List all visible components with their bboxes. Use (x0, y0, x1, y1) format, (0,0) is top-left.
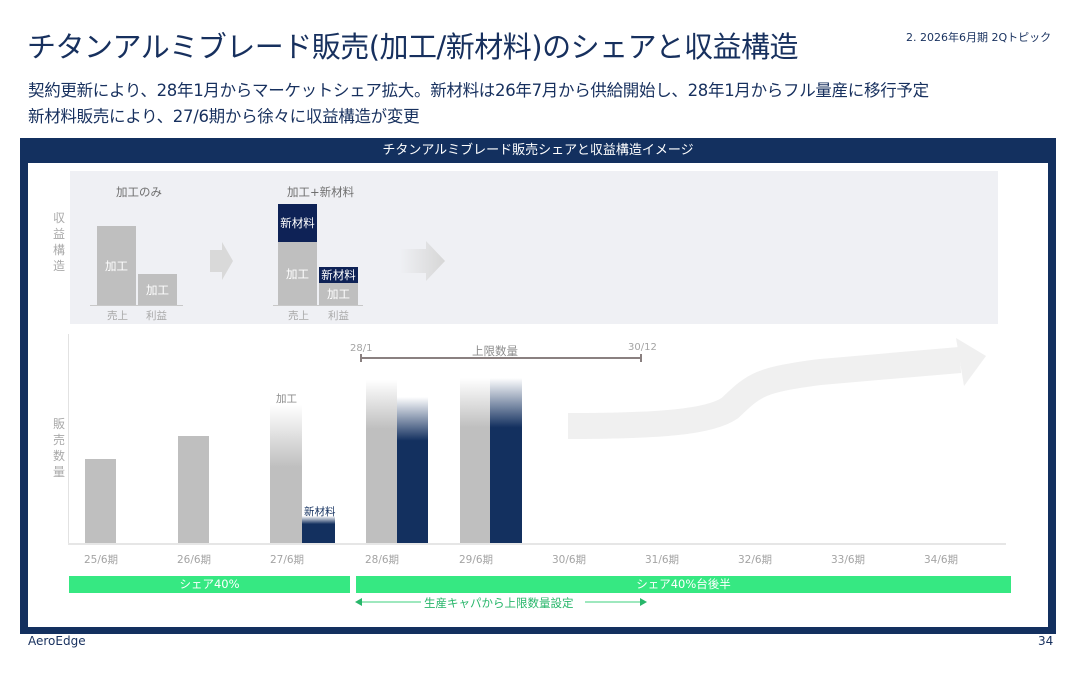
x-label: 26/6期 (176, 554, 212, 566)
bar-label-sales: 売上 (107, 310, 128, 322)
range-label: 上限数量 (472, 344, 518, 358)
x-label: 31/6期 (644, 554, 680, 566)
range-start-label: 28/1 (350, 343, 373, 354)
range-line (361, 357, 642, 359)
x-label: 33/6期 (830, 554, 866, 566)
bar-profit-processing: 加工 (138, 274, 177, 305)
frame-title: チタンアルミブレード販売シェアと収益構造イメージ (382, 143, 694, 158)
x-label: 28/6期 (364, 554, 400, 566)
bar-sales-processing-2: 加工 (278, 242, 317, 305)
segment-label: 加工 (105, 258, 128, 273)
x-label: 32/6期 (737, 554, 773, 566)
axis-char: 構 (52, 243, 65, 257)
arrow-right-icon (585, 598, 647, 606)
sales-axis-label: 販 売 数 量 (52, 416, 66, 480)
page-title: チタンアルミブレード販売(加工/新材料)のシェアと収益構造 (27, 30, 799, 64)
subtitle-line-2: 新材料販売により、27/6期から徐々に収益構造が変更 (28, 107, 420, 126)
arrow-right-icon (210, 242, 233, 280)
bar-sales-new-material: 新材料 (278, 204, 317, 242)
segment-label: 加工 (327, 287, 350, 301)
y-axis (68, 334, 69, 544)
bar-27-new-material (302, 516, 335, 543)
bar-profit-processing-2: 加工 (319, 283, 358, 305)
bar-26-processing (178, 436, 209, 543)
bar-27-processing (270, 405, 302, 543)
bar-profit-new-material: 新材料 (319, 267, 358, 283)
section-topic: 2. 2026年6月期 2Qトピック (906, 31, 1052, 44)
bar-label-profit: 利益 (328, 310, 349, 322)
profit-structure-axis-label: 収 益 構 造 (52, 210, 66, 274)
footer-company: AeroEdge (28, 634, 86, 648)
segment-label: 加工 (286, 266, 309, 281)
baseline (90, 305, 183, 306)
bar-29-new-material (490, 378, 522, 543)
axis-char: 益 (52, 227, 65, 241)
arrow-right-icon (400, 241, 445, 281)
bar-29-processing (460, 378, 490, 543)
axis-char: 数 (52, 449, 65, 463)
axis-char: 量 (52, 465, 65, 479)
label-processing: 加工 (276, 393, 297, 405)
arrow-left-icon (355, 598, 421, 606)
page-number: 34 (1038, 634, 1054, 648)
x-label: 29/6期 (458, 554, 494, 566)
group-title-processing-only: 加工のみ (116, 185, 162, 199)
bar-28-processing (366, 380, 397, 543)
axis-char: 販 (52, 417, 65, 431)
bar-label-sales: 売上 (288, 310, 309, 322)
segment-label: 加工 (146, 282, 169, 297)
x-label: 27/6期 (269, 554, 305, 566)
bar-sales-processing: 加工 (97, 226, 136, 305)
axis-char: 造 (52, 259, 65, 273)
x-label: 30/6期 (551, 554, 587, 566)
axis-char: 売 (52, 433, 65, 447)
baseline (273, 305, 363, 306)
segment-label: 新材料 (321, 268, 356, 282)
segment-label: 新材料 (280, 216, 315, 230)
x-label: 34/6期 (923, 554, 959, 566)
label-new-material: 新材料 (304, 506, 336, 518)
bar-28-new-material (397, 397, 428, 543)
capacity-note: 生産キャパから上限数量設定 (424, 596, 574, 610)
bar-label-profit: 利益 (146, 310, 167, 322)
subtitle-line-1: 契約更新により、28年1月からマーケットシェア拡大。新材料は26年7月から供給開… (28, 81, 929, 100)
range-end-tick (640, 354, 642, 362)
trend-arrow-icon (567, 338, 986, 439)
share-bar-40: シェア40% (69, 576, 350, 593)
range-start-tick (360, 354, 362, 362)
x-label: 25/6期 (83, 554, 119, 566)
share-bar-40s-late: シェア40%台後半 (356, 576, 1011, 593)
x-axis (68, 543, 1006, 545)
group-title-processing-plus-material: 加工+新材料 (287, 185, 355, 199)
bar-25-processing (85, 459, 116, 543)
range-end-label: 30/12 (628, 342, 657, 353)
axis-char: 収 (52, 211, 65, 225)
